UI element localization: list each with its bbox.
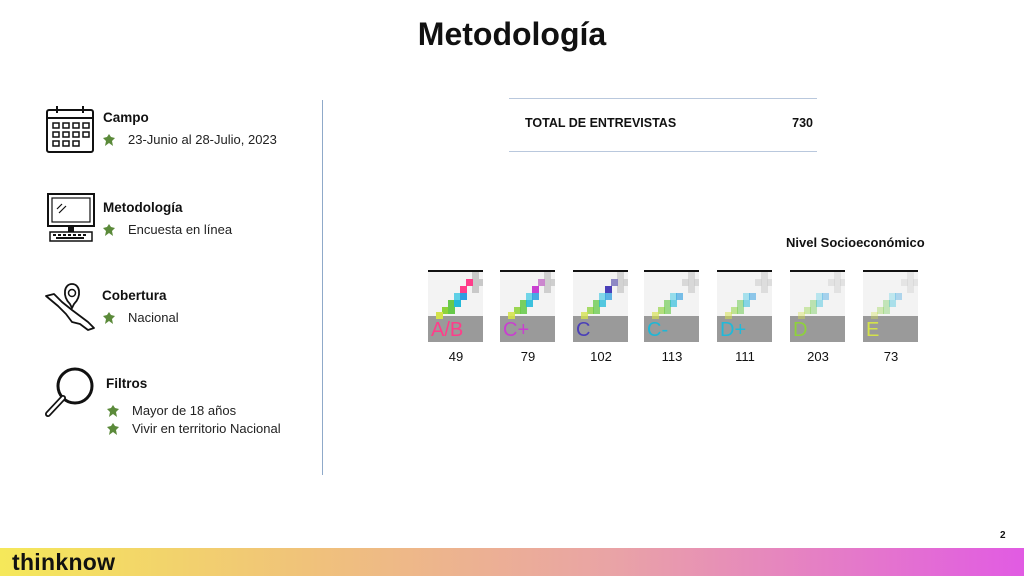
nse-graphic: C — [573, 270, 628, 342]
bullet-icon — [107, 404, 119, 417]
filtros-item: Vivir en territorio Nacional — [107, 421, 281, 436]
campo-dates: 23-Junio al 28-Julio, 2023 — [128, 132, 277, 147]
page-title: Metodología — [417, 16, 607, 52]
nse-level-label: D+ — [720, 319, 746, 341]
nse-count: 102 — [590, 349, 612, 364]
nse-level-label: E — [866, 319, 879, 341]
nse-level-label: C- — [647, 319, 668, 341]
nse-count: 79 — [520, 349, 536, 364]
campo-item: 23-Junio al 28-Julio, 2023 — [103, 132, 277, 147]
nse-graphic: D+ — [717, 270, 772, 342]
nse-card: C — [573, 270, 628, 342]
nse-graphic: D — [790, 270, 845, 342]
cobertura-item: Nacional — [103, 310, 179, 325]
bullet-icon — [103, 311, 115, 324]
cobertura-text: Nacional — [128, 310, 179, 325]
metodologia-heading: Metodología — [103, 200, 183, 215]
filtros-item: Mayor de 18 años — [107, 403, 236, 418]
nse-card: E — [863, 270, 918, 342]
calendar-icon — [46, 106, 94, 153]
nse-level-label: A/B — [431, 319, 463, 341]
nse-title: Nivel Socioeconómico — [786, 235, 925, 250]
nse-graphic: C- — [644, 270, 699, 342]
footer-bar — [0, 548, 1024, 576]
computer-icon — [47, 193, 95, 242]
bullet-icon — [103, 223, 115, 236]
cobertura-heading: Cobertura — [102, 288, 167, 303]
metodologia-text: Encuesta en línea — [128, 222, 233, 237]
nse-count: 111 — [735, 349, 755, 364]
page-number: 2 — [1000, 530, 1006, 541]
bullet-icon — [103, 133, 115, 146]
nse-card: D — [790, 270, 845, 342]
bullet-icon — [107, 422, 119, 435]
map-pin-icon — [45, 283, 95, 331]
filtros-age: Mayor de 18 años — [132, 403, 237, 418]
nse-graphic: E — [863, 270, 918, 342]
nse-level-label: C+ — [503, 319, 529, 341]
nse-level-label: C — [576, 319, 590, 341]
filtros-heading: Filtros — [106, 376, 148, 391]
campo-heading: Campo — [103, 110, 149, 125]
filtros-territory: Vivir en territorio Nacional — [132, 421, 281, 436]
nse-count: 49 — [448, 349, 464, 364]
total-label: TOTAL DE ENTREVISTAS — [525, 116, 677, 130]
nse-card: A/B — [428, 270, 483, 342]
brand-logo: thinknow — [12, 549, 116, 575]
nse-graphic: C+ — [500, 270, 555, 342]
nse-card: C+ — [500, 270, 555, 342]
magnifier-icon — [45, 367, 94, 417]
nse-graphic: A/B — [428, 270, 483, 342]
metodologia-item: Encuesta en línea — [103, 222, 232, 237]
vertical-divider — [322, 100, 323, 475]
nse-card: C- — [644, 270, 699, 342]
nse-level-label: D — [793, 319, 807, 341]
total-table: TOTAL DE ENTREVISTAS 730 — [509, 98, 817, 152]
nse-count: 73 — [883, 349, 899, 364]
nse-count: 203 — [807, 349, 829, 364]
nse-card: D+ — [717, 270, 772, 342]
nse-count: 113 — [661, 349, 683, 364]
total-value: 730 — [792, 116, 813, 130]
